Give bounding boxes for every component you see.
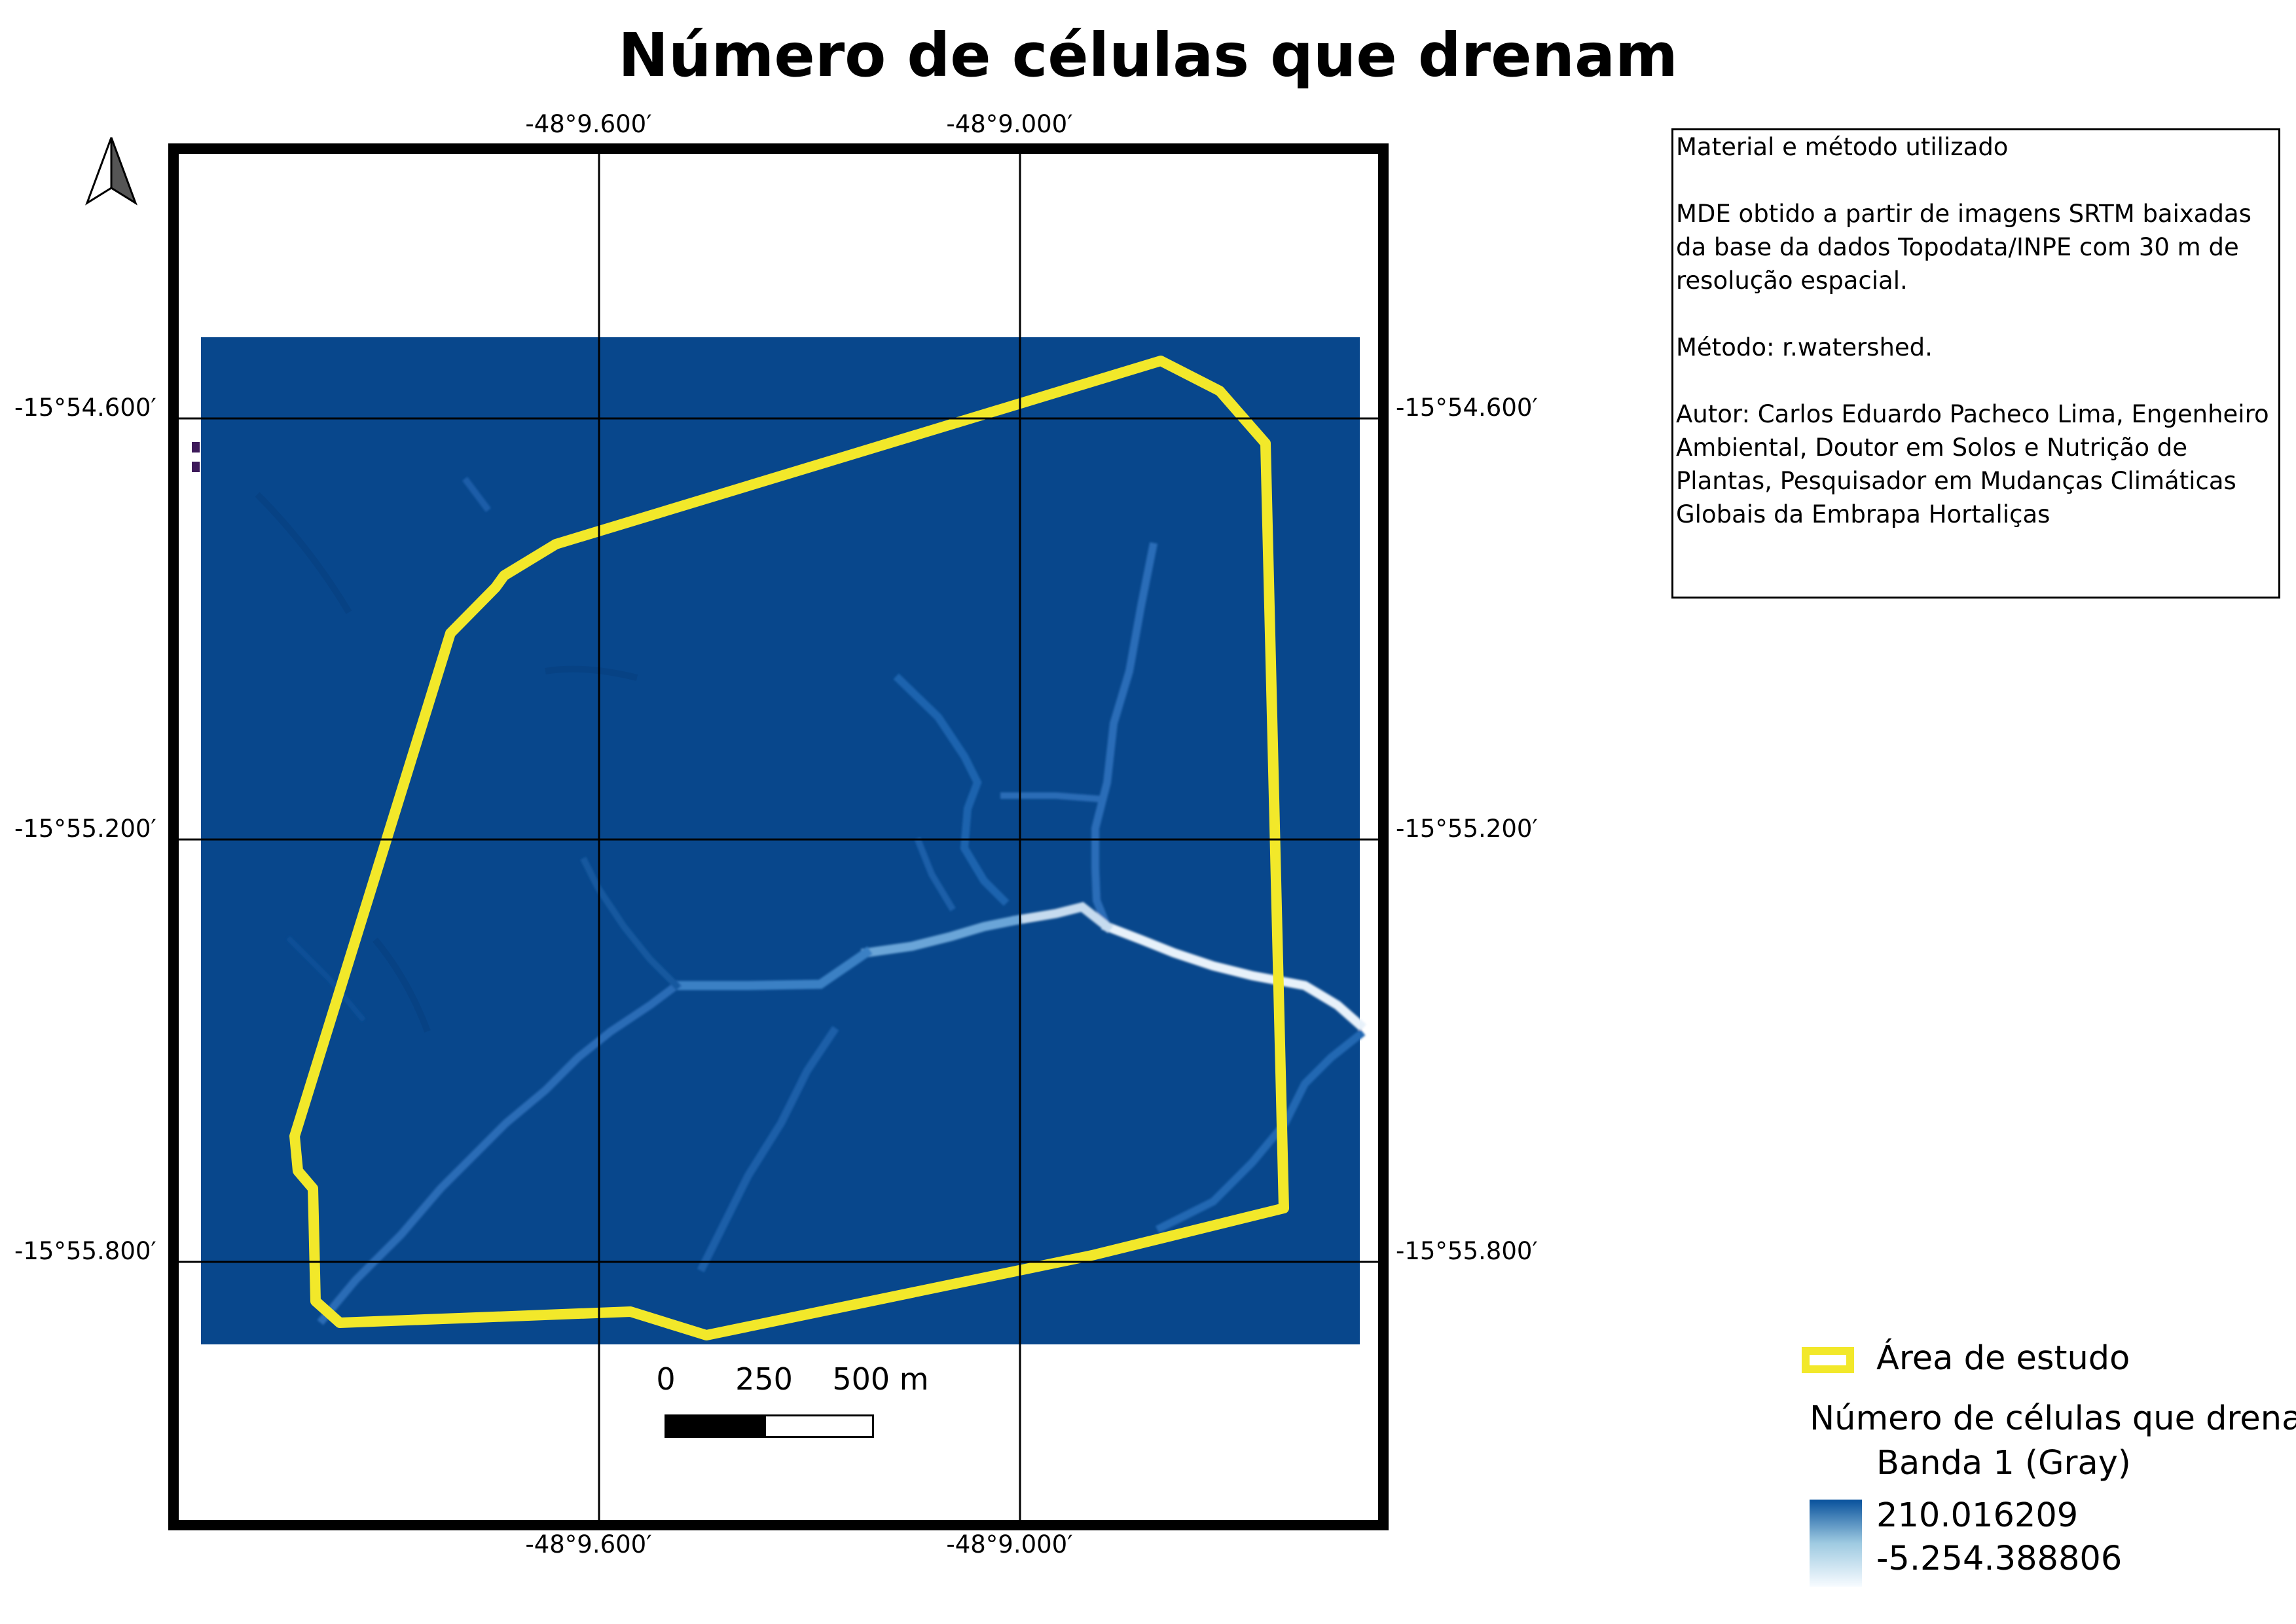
graticule	[179, 154, 1378, 1520]
north-arrow-icon	[85, 137, 137, 206]
stray-raster-edge	[192, 462, 200, 472]
drainage-raster	[201, 337, 1360, 1344]
coord-top-label: -48°9.600′	[525, 110, 652, 138]
coord-left-label: -15°55.200′	[14, 815, 156, 843]
scale-segment-black	[665, 1414, 764, 1438]
scale-label-zero: 0	[656, 1361, 676, 1397]
legend-max-value: 210.016209	[1876, 1496, 2079, 1535]
drainage-network	[286, 477, 1366, 1325]
scale-label-mid: 250	[735, 1361, 793, 1397]
map-legend: Área de estudo Número de células que dre…	[1802, 1339, 2296, 1588]
info-author: Autor: Carlos Eduardo Pacheco Lima, Enge…	[1676, 400, 2269, 528]
method-info-box: Material e método utilizado MDE obtido a…	[1671, 128, 2280, 599]
coord-bottom-label: -48°9.000′	[946, 1530, 1073, 1559]
north-arrow-dark-half	[110, 137, 137, 206]
info-method: Método: r.watershed.	[1676, 333, 1933, 361]
coord-top-label: -48°9.000′	[946, 110, 1073, 138]
north-arrow-light-half	[85, 137, 113, 206]
color-ramp	[1810, 1500, 1862, 1587]
legend-layer-title: Número de células que drenam	[1810, 1399, 2296, 1438]
coord-left-label: -15°54.600′	[14, 394, 156, 422]
coord-right-label: -15°54.600′	[1396, 394, 1538, 422]
legend-min-value: -5.254.388806	[1876, 1540, 2123, 1578]
coord-bottom-label: -48°9.600′	[525, 1530, 652, 1559]
scale-bar: 0 250 500 m	[656, 1361, 929, 1439]
scale-segment-white	[764, 1414, 874, 1438]
raster-shading	[255, 492, 638, 1033]
stray-raster-edge	[192, 442, 200, 452]
coord-right-label: -15°55.200′	[1396, 815, 1538, 843]
study-area-boundary	[289, 356, 1289, 1340]
legend-band-label: Banda 1 (Gray)	[1876, 1444, 2131, 1483]
info-heading: Material e método utilizado	[1676, 133, 2009, 161]
coord-left-label: -15°55.800′	[14, 1237, 156, 1265]
scale-label-end: 500 m	[832, 1361, 929, 1397]
study-area-swatch	[1802, 1347, 1854, 1373]
coord-right-label: -15°55.800′	[1396, 1237, 1538, 1265]
map-canvas[interactable]	[179, 154, 1378, 1520]
legend-study-area-label: Área de estudo	[1876, 1339, 2130, 1378]
map-frame[interactable]	[168, 143, 1389, 1530]
info-data-source: MDE obtido a partir de imagens SRTM baix…	[1676, 200, 2251, 295]
page-title: Número de células que drenam	[618, 20, 1678, 90]
